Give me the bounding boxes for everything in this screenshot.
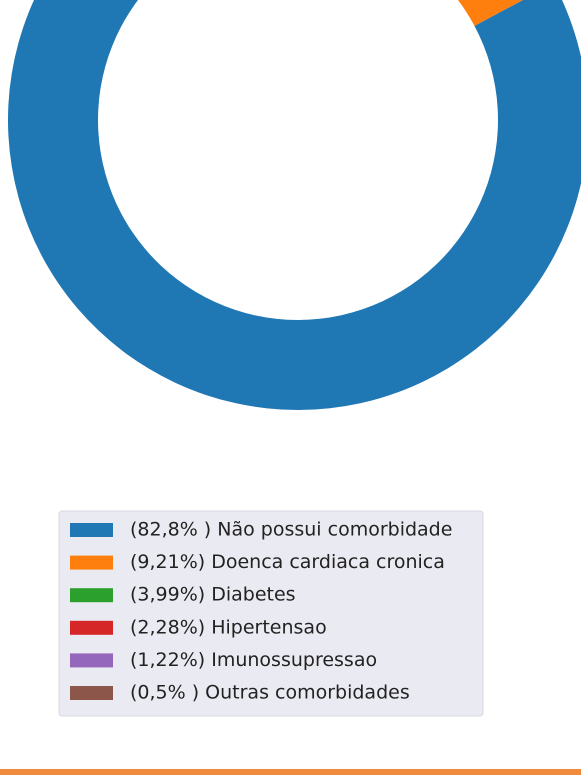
legend-swatch [70, 686, 113, 700]
donut-slice [457, 0, 523, 26]
donut-slice [8, 0, 581, 410]
legend-label: (82,8% ) Não possui comorbidade [130, 519, 452, 541]
legend-swatch [70, 653, 113, 668]
legend-label: (3,99%) Diabetes [130, 584, 296, 606]
legend-label: (1,22%) Imunossupressao [130, 649, 377, 671]
legend-swatch [70, 523, 113, 537]
legend-box [58, 510, 484, 717]
legend-label: (9,21%) Doenca cardiaca cronica [130, 551, 445, 573]
legend-swatch [70, 588, 113, 603]
legend-label: (0,5% ) Outras comorbidades [130, 682, 410, 704]
legend-swatch [70, 555, 113, 570]
legend-label: (2,28%) Hipertensao [130, 616, 327, 638]
legend-swatch [70, 620, 113, 635]
bottom-bar [0, 769, 581, 775]
